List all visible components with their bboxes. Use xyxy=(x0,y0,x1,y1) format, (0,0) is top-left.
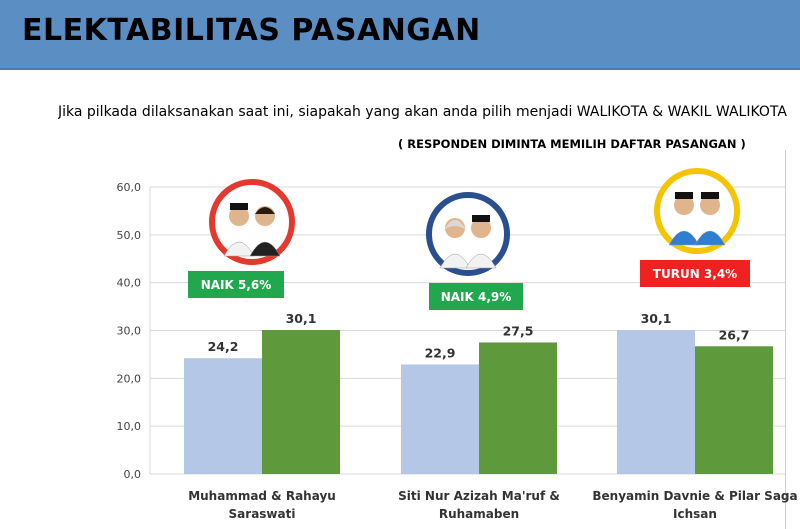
bar xyxy=(401,364,479,474)
person-body xyxy=(249,241,281,257)
peci-cap xyxy=(675,192,693,199)
data-label: 24,2 xyxy=(208,339,239,354)
y-tick-label: 60,0 xyxy=(117,181,142,194)
data-label: 30,1 xyxy=(286,311,317,326)
bar xyxy=(262,330,340,474)
title-banner: ELEKTABILITAS PASANGAN xyxy=(0,0,800,70)
labels-layer: 0,0 10,0 20,0 30,0 40,0 50,0 60,0 24,2 22,9 30,1 3… xyxy=(117,181,798,521)
person-body xyxy=(465,253,497,269)
data-label: 27,5 xyxy=(503,323,534,338)
bar xyxy=(695,346,773,474)
category-label: Ichsan xyxy=(673,507,717,521)
bars-layer xyxy=(184,330,773,474)
respondent-note: ( RESPONDEN DIMINTA MEMILIH DAFTAR PASAN… xyxy=(398,137,746,151)
candidate-photo xyxy=(209,179,295,265)
trend-badge-label: TURUN 3,4% xyxy=(653,267,737,281)
category-label: Benyamin Davnie & Pilar Saga xyxy=(592,489,797,503)
y-tick-label: 0,0 xyxy=(124,468,142,481)
data-label: 22,9 xyxy=(425,345,456,360)
person-head xyxy=(229,206,249,226)
trend-badge xyxy=(640,260,750,287)
bar xyxy=(617,330,695,474)
trend-badge xyxy=(188,271,284,298)
trend-badge-label: NAIK 4,9% xyxy=(441,290,512,304)
y-tick-label: 10,0 xyxy=(117,420,142,433)
page-title: ELEKTABILITAS PASANGAN xyxy=(22,13,481,48)
trend-badge xyxy=(429,283,523,310)
data-label: 26,7 xyxy=(719,327,750,342)
photos-layer xyxy=(209,168,740,276)
y-tick-label: 20,0 xyxy=(117,372,142,385)
person-head xyxy=(700,195,720,215)
person-head xyxy=(674,195,694,215)
y-tick-label: 50,0 xyxy=(117,229,142,242)
peci-cap xyxy=(472,215,490,222)
candidate-photo xyxy=(654,168,740,254)
photo-ring xyxy=(654,168,740,254)
photo-ring xyxy=(426,192,510,276)
y-tick-label: 30,0 xyxy=(117,325,142,338)
peci-cap xyxy=(701,192,719,199)
survey-question: Jika pilkada dilaksanakan saat ini, siap… xyxy=(58,104,787,120)
trend-badge-label: NAIK 5,6% xyxy=(201,278,272,292)
category-label: Saraswati xyxy=(229,507,296,521)
candidate-photo xyxy=(426,192,510,276)
peci-cap xyxy=(230,203,248,210)
category-label: Muhammad & Rahayu xyxy=(188,489,336,503)
hair xyxy=(255,207,275,214)
bar xyxy=(479,342,557,474)
data-label: 30,1 xyxy=(641,311,672,326)
person-body xyxy=(694,230,726,246)
slide-divider xyxy=(785,150,786,529)
photo-ring xyxy=(209,179,295,265)
person-head xyxy=(471,218,491,238)
category-label: Siti Nur Azizah Ma'ruf & xyxy=(398,489,560,503)
bar xyxy=(184,358,262,474)
category-label: Ruhamaben xyxy=(439,507,519,521)
y-tick-label: 40,0 xyxy=(117,277,142,290)
hijab xyxy=(444,220,466,230)
